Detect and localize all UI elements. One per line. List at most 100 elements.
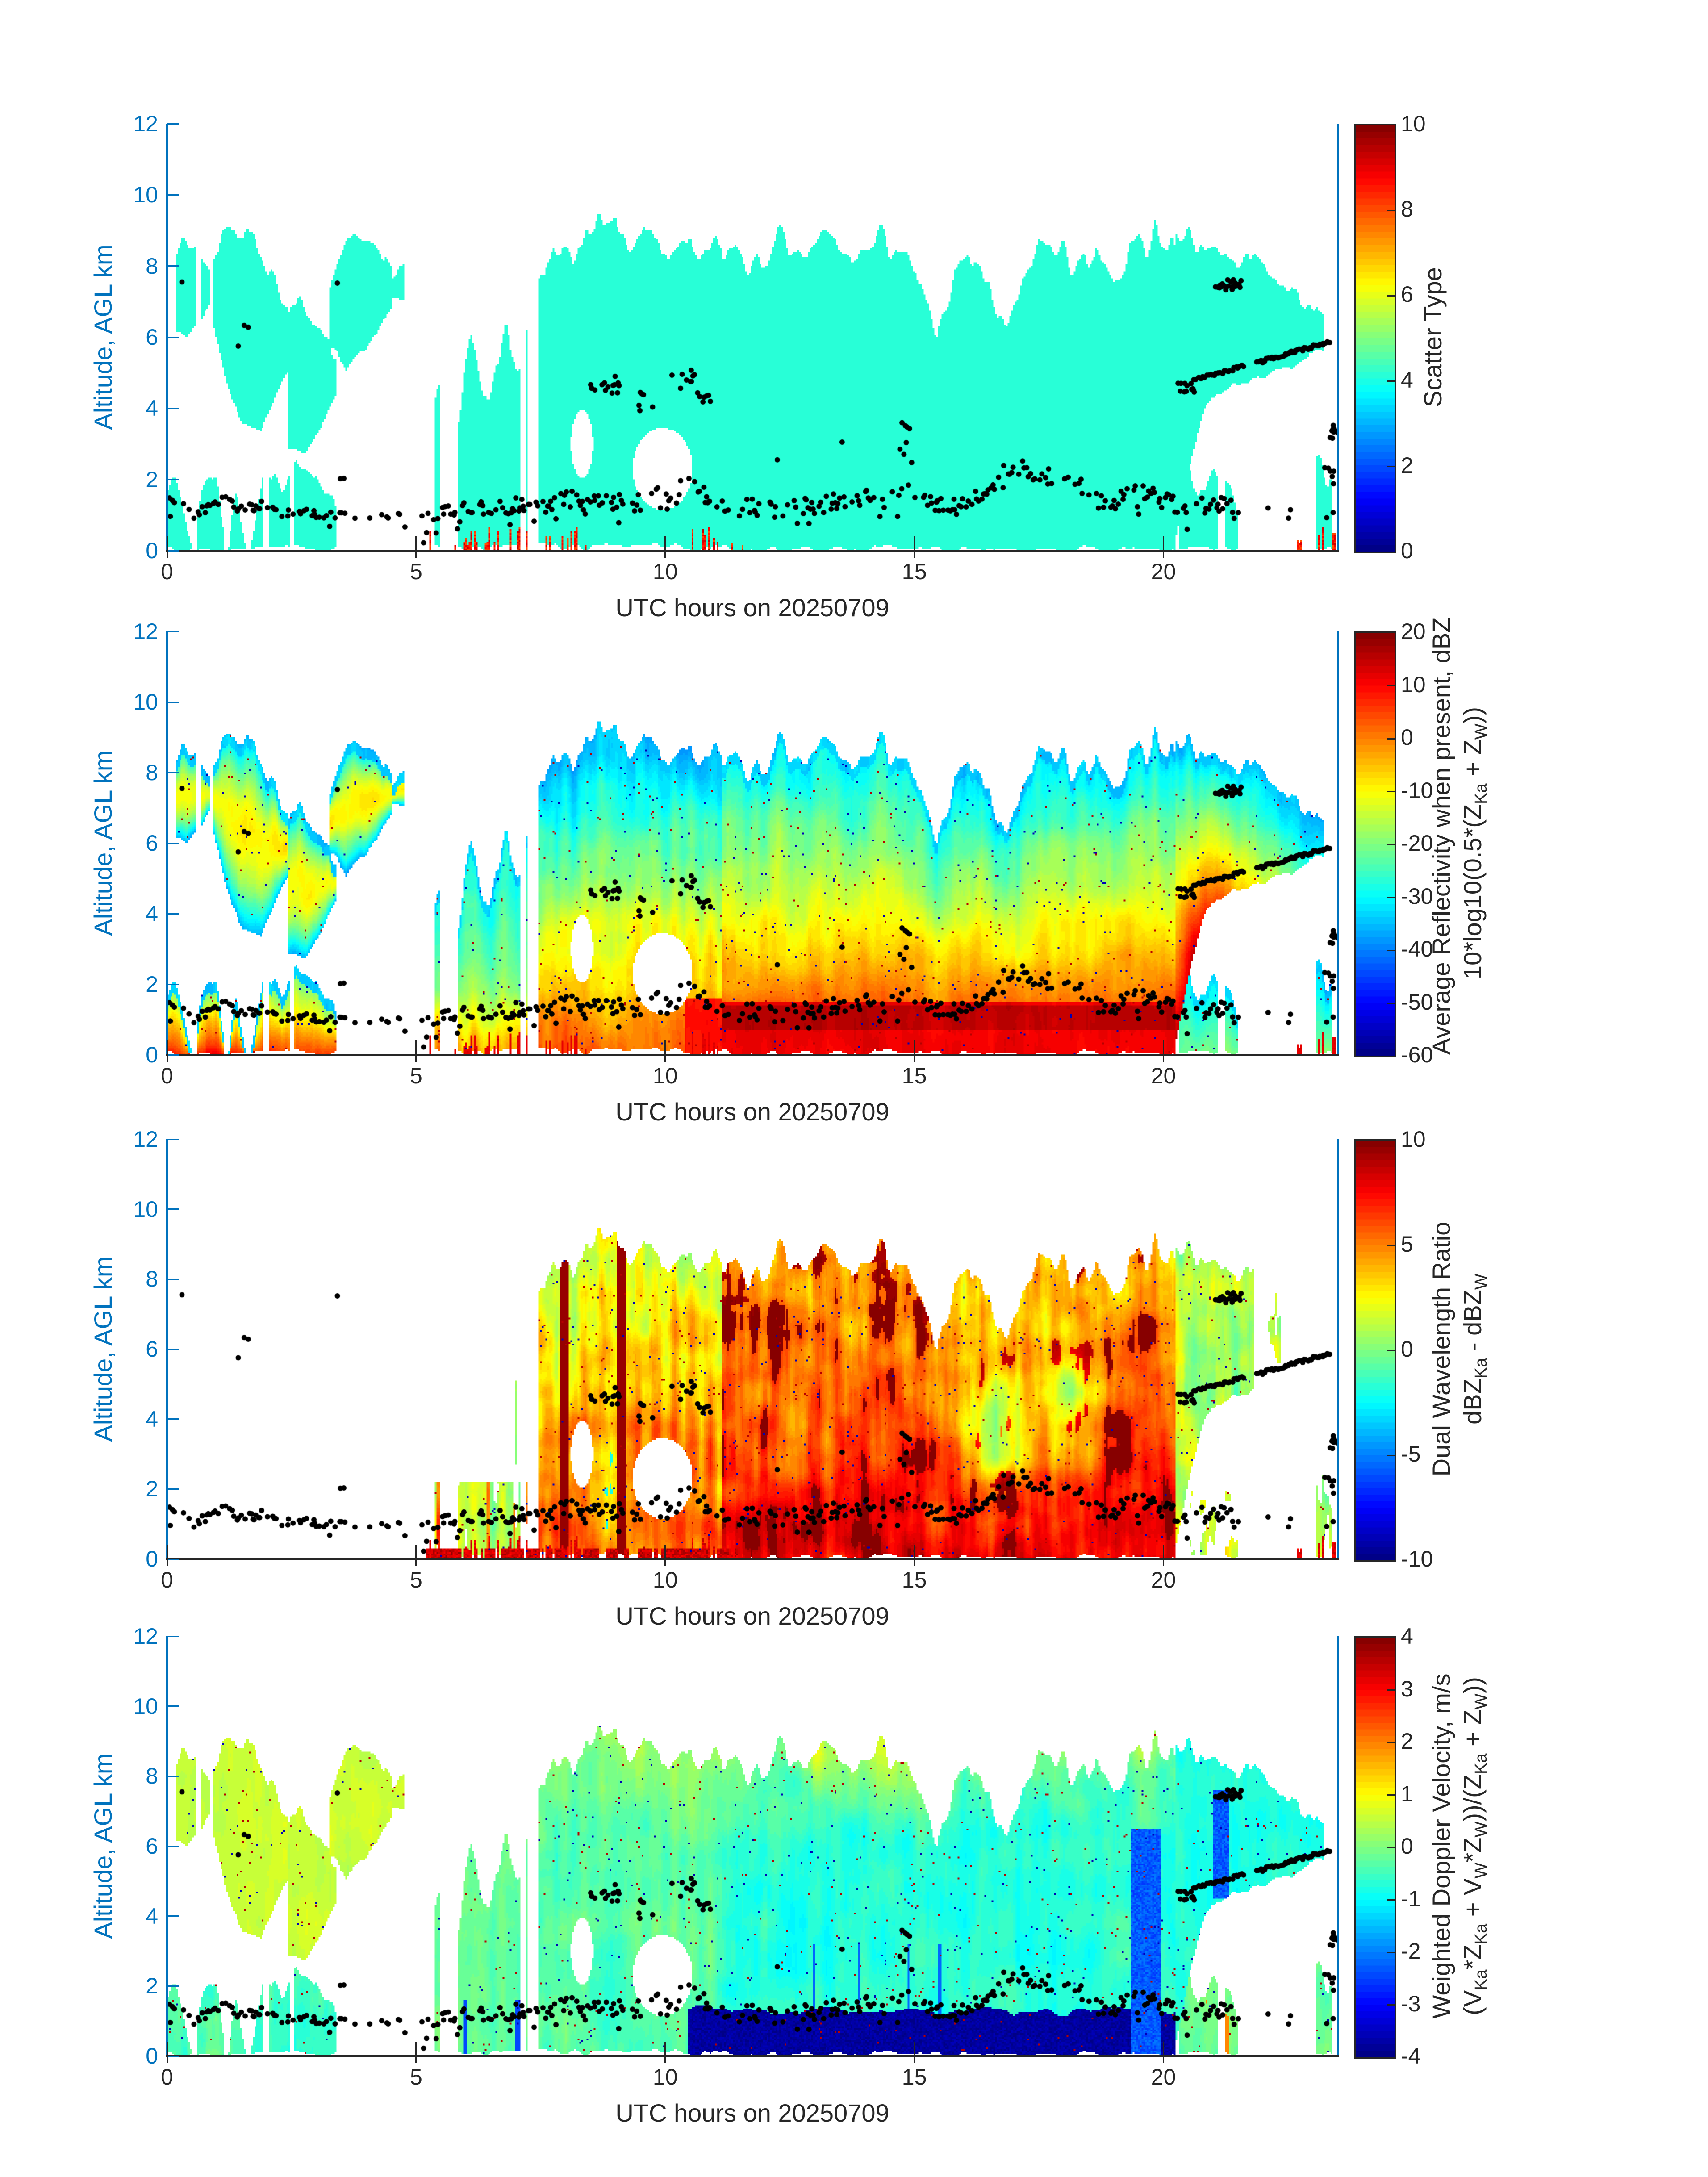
y-tick <box>167 1705 179 1707</box>
colorbar-tick-label: -2 <box>1401 1939 1421 1964</box>
colorbar-tick-label: 10 <box>1401 1127 1426 1152</box>
colorbar-tick <box>1387 295 1395 297</box>
dots-canvas <box>167 631 1338 1055</box>
colorbar-tick <box>1387 1794 1395 1796</box>
x-tick-label: 5 <box>409 2064 422 2089</box>
colorbar-gradient <box>1356 125 1395 552</box>
x-tick <box>415 1040 417 1062</box>
x-tick <box>914 536 915 558</box>
plot-area: 0 2 4 6 8 10 12 <box>133 1128 1339 1570</box>
x-tick <box>166 2042 168 2063</box>
x-tick <box>664 536 666 558</box>
colorbar-tick-label: 10 <box>1401 111 1426 136</box>
x-tick-label: 15 <box>902 1567 927 1592</box>
x-tick <box>1162 2042 1164 2063</box>
colorbar <box>1354 631 1396 1057</box>
colorbar-tick-label: 3 <box>1401 1676 1413 1701</box>
y-tick-label: 6 <box>146 325 158 350</box>
y-tick-label: 4 <box>146 1903 158 1929</box>
colorbar-tick-label: 5 <box>1401 1232 1413 1257</box>
colorbar-tick <box>1387 1245 1395 1246</box>
plot-area: 0 2 4 6 8 10 12 <box>133 113 1339 562</box>
dots-canvas <box>167 124 1338 551</box>
plot-area: 0 2 4 6 8 10 12 <box>133 1625 1339 2067</box>
x-axis-line <box>166 1558 1339 1560</box>
x-tick-label: 10 <box>652 559 678 584</box>
y-tick <box>167 123 179 125</box>
right-axis-line <box>1337 1636 1339 2056</box>
colorbar-tick-label: -5 <box>1401 1442 1421 1467</box>
x-axis-line <box>166 2055 1339 2057</box>
y-tick-label: 6 <box>146 831 158 856</box>
y-tick <box>167 1208 179 1210</box>
y-tick-label: 10 <box>133 689 158 715</box>
colorbar-tick-label: -30 <box>1401 883 1433 909</box>
colorbar-tick <box>1387 1689 1395 1691</box>
colorbar-tick <box>1387 1847 1395 1848</box>
y-tick <box>167 1845 179 1847</box>
colorbar-tick <box>1387 949 1395 951</box>
y-tick-label: 8 <box>146 760 158 785</box>
y-tick <box>167 1138 179 1140</box>
right-axis-line <box>1337 124 1339 551</box>
y-tick-label: 0 <box>146 538 158 563</box>
y-tick <box>167 479 179 481</box>
y-tick <box>167 336 179 338</box>
colorbar-label: Scatter Type <box>1419 267 1447 407</box>
y-tick-label: 12 <box>133 619 158 644</box>
y-tick-label: 8 <box>146 253 158 279</box>
x-tick <box>415 1545 417 1566</box>
y-tick <box>167 1488 179 1490</box>
x-tick <box>415 536 417 558</box>
x-tick-label: 15 <box>902 1063 927 1088</box>
y-tick-label: 12 <box>133 1624 158 1649</box>
y-tick <box>167 913 179 915</box>
y-tick <box>167 631 179 632</box>
plot-area: 0 2 4 6 8 10 12 <box>133 620 1339 1066</box>
y-tick <box>167 1985 179 1987</box>
y-tick <box>167 1775 179 1777</box>
colorbar-tick <box>1387 1742 1395 1743</box>
y-tick-label: 2 <box>146 1973 158 1999</box>
colorbar-tick <box>1387 1350 1395 1351</box>
y-tick <box>167 772 179 773</box>
panel-dual-wavelength-ratio: Altitude, AGL km 0 2 4 6 8 10 12 UTC hours on … <box>0 1128 1708 1639</box>
y-tick <box>167 1348 179 1350</box>
x-tick-label: 20 <box>1151 1567 1176 1592</box>
colorbar <box>1354 124 1396 553</box>
y-tick <box>167 1054 179 1056</box>
y-tick-label: 2 <box>146 467 158 492</box>
colorbar-tick-label: 1 <box>1401 1781 1413 1806</box>
colorbar-tick <box>1387 1003 1395 1004</box>
y-tick-label: 6 <box>146 1834 158 1859</box>
x-tick <box>415 2042 417 2063</box>
dots-canvas <box>167 1139 1338 1559</box>
colorbar-tick-label: 6 <box>1401 282 1413 307</box>
x-tick <box>1162 1040 1164 1062</box>
colorbar-tick-label: 20 <box>1401 619 1426 644</box>
y-tick-label: 8 <box>146 1266 158 1292</box>
x-tick-label: 15 <box>902 559 927 584</box>
x-tick-label: 0 <box>161 2064 173 2089</box>
x-axis-line <box>166 1054 1339 1056</box>
colorbar-tick-label: -40 <box>1401 936 1433 961</box>
y-tick-label: 4 <box>146 901 158 926</box>
x-tick <box>914 1040 915 1062</box>
panel-reflectivity: Altitude, AGL km 0 2 4 6 8 10 12 UTC hours on … <box>0 618 1708 1135</box>
y-tick-label: 0 <box>146 2043 158 2068</box>
x-tick-label: 0 <box>161 1567 173 1592</box>
y-tick-label: 10 <box>133 1196 158 1222</box>
y-tick-label: 10 <box>133 182 158 208</box>
right-axis-line <box>1337 631 1339 1055</box>
x-tick-label: 10 <box>652 2064 678 2089</box>
x-tick-label: 5 <box>409 559 422 584</box>
x-tick-label: 10 <box>652 1567 678 1592</box>
y-tick-label: 2 <box>146 972 158 997</box>
y-tick <box>167 842 179 844</box>
colorbar-tick-label: -50 <box>1401 989 1433 1015</box>
colorbar-tick-label: 8 <box>1401 196 1413 222</box>
colorbar-tick-label: -20 <box>1401 831 1433 856</box>
colorbar-tick-label: 10 <box>1401 672 1426 697</box>
x-tick-label: 5 <box>409 1567 422 1592</box>
